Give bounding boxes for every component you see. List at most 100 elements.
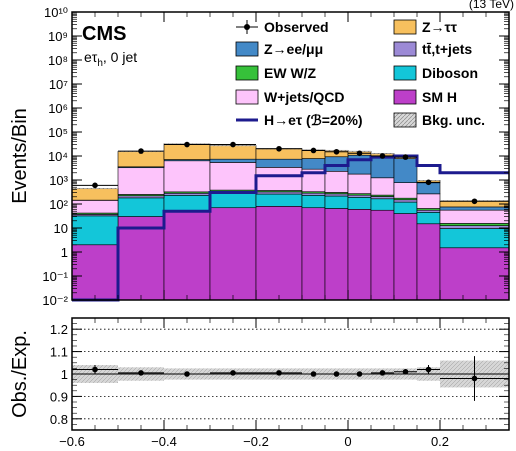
ratio-y-tick-label: 1 [61, 367, 68, 382]
ratio-point [210, 370, 256, 376]
uncertainty-box [72, 188, 118, 190]
ratio-point [371, 370, 394, 376]
observed-points [72, 141, 509, 205]
legend-entry: Diboson [393, 65, 478, 81]
legend-entry: Bkg. unc. [393, 112, 485, 128]
stack-bar [163, 192, 211, 196]
y-tick-label: 10² [49, 197, 68, 212]
energy-label: (13 TeV) [469, 0, 514, 11]
stack-bar [117, 195, 165, 199]
stack-bar [255, 193, 303, 207]
stack-bar [439, 247, 510, 301]
legend-swatch [235, 89, 259, 105]
stack-bar [370, 209, 395, 301]
legend-label: Observed [264, 19, 329, 35]
stack-bar [393, 213, 418, 301]
y-tick-label: 10⁴ [48, 149, 68, 164]
x-tick-label: 0.2 [431, 434, 449, 449]
observed-point [325, 148, 348, 155]
legend-entry: W+jets/QCD [235, 89, 345, 105]
ratio-point [417, 365, 440, 374]
category-label: eτh, 0 jet [84, 49, 137, 69]
stack-bar [324, 171, 349, 193]
stack-bar [324, 195, 349, 209]
y-tick-label: 10 [54, 221, 68, 236]
stack-bar [393, 199, 418, 203]
y-tick-label: 10⁻¹ [42, 269, 68, 284]
stack-bar [324, 156, 349, 172]
ratio-point [348, 371, 371, 377]
stack-bar [209, 158, 257, 163]
legend-swatch [393, 41, 417, 57]
ratio-y-ticks: 0.8 0.9 1 1.1 1.2 [50, 317, 509, 431]
x-tick-label: −0.6 [59, 434, 85, 449]
stack-bar [255, 206, 303, 301]
ratio-point [440, 356, 509, 401]
ratio-point [118, 370, 164, 376]
y-tick-label: 10⁸ [48, 53, 68, 68]
y-tick-label: 10³ [49, 173, 68, 188]
legend-swatch [235, 65, 259, 81]
legend-label: Z→ee/μμ [264, 41, 323, 57]
ratio-y-tick-label: 1.1 [50, 345, 68, 360]
stack-bar [439, 209, 510, 224]
cms-label: CMS [82, 23, 126, 45]
observed-point [256, 145, 302, 152]
legend-label: Diboson [422, 65, 478, 81]
stack-bar [255, 158, 303, 168]
stack-bar [71, 188, 119, 201]
legend: Observed Z→ττ Z→ee/μμ tt̄,t+jets EW W/Z Dibos… [235, 19, 485, 128]
observed-point [348, 150, 371, 157]
stack-bar [163, 160, 211, 193]
y-tick-label: 1 [61, 245, 68, 260]
stack-bar [209, 145, 257, 160]
stack-bar [117, 197, 165, 217]
ratio-gridlines [72, 328, 509, 420]
stack-bar [117, 167, 165, 195]
ratio-y-axis-label: Obs./Exp. [9, 330, 31, 418]
stack-bar [301, 192, 326, 196]
category-label-main: eτ [84, 49, 98, 65]
stack-bar [370, 196, 395, 200]
ratio-panel: 0.8 0.9 1 1.1 1.2 −0.6 −0.4 −0.2 0 0.2 Obs./Exp. [9, 317, 510, 449]
main-panel: 10⁻²10⁻¹11010²10³10⁴10⁵10⁶10⁷10⁸10⁹10¹⁰ … [9, 5, 510, 308]
stack-bar [370, 155, 395, 179]
legend-entry: H→eτ (ℬ=20%) [236, 112, 363, 128]
stack-bar [163, 195, 211, 212]
legend-swatch [393, 89, 417, 105]
stack-bar [416, 212, 441, 225]
stack-bar [393, 201, 418, 214]
stack-bar [439, 206, 510, 211]
stack-bar [347, 154, 372, 175]
stack-bar [301, 158, 326, 170]
legend-swatch [393, 65, 417, 81]
stack-bar [416, 193, 441, 209]
stack-bar [347, 209, 372, 301]
legend-label: Bkg. unc. [422, 112, 485, 128]
stack-bar [324, 193, 349, 197]
legend-entry: tt̄,t+jets [393, 41, 472, 57]
stack-bar [324, 208, 349, 301]
ratio-point [394, 368, 417, 375]
y-tick-label: 10⁻² [42, 293, 68, 308]
legend-label: W+jets/QCD [264, 89, 345, 105]
stack-bar [255, 167, 303, 191]
stack-bar [209, 162, 257, 191]
stacked-histogram [71, 143, 510, 301]
stack-bar [439, 223, 510, 226]
legend-entry: SM H [393, 89, 457, 105]
stack-bar [416, 223, 441, 301]
stack-bar [209, 207, 257, 301]
observed-point [371, 153, 394, 159]
ratio-point [256, 370, 302, 376]
ratio-y-tick-label: 0.8 [50, 412, 68, 427]
main-y-axis-label: Events/Bin [9, 108, 31, 204]
stack-bar [370, 177, 395, 196]
stack-bar [301, 195, 326, 209]
series-4 [71, 160, 510, 224]
legend-label: Z→ττ [422, 19, 458, 35]
y-tick-label: 10¹⁰ [44, 5, 68, 20]
y-tick-label: 10⁹ [48, 29, 68, 44]
legend-entry: EW W/Z [235, 65, 317, 81]
